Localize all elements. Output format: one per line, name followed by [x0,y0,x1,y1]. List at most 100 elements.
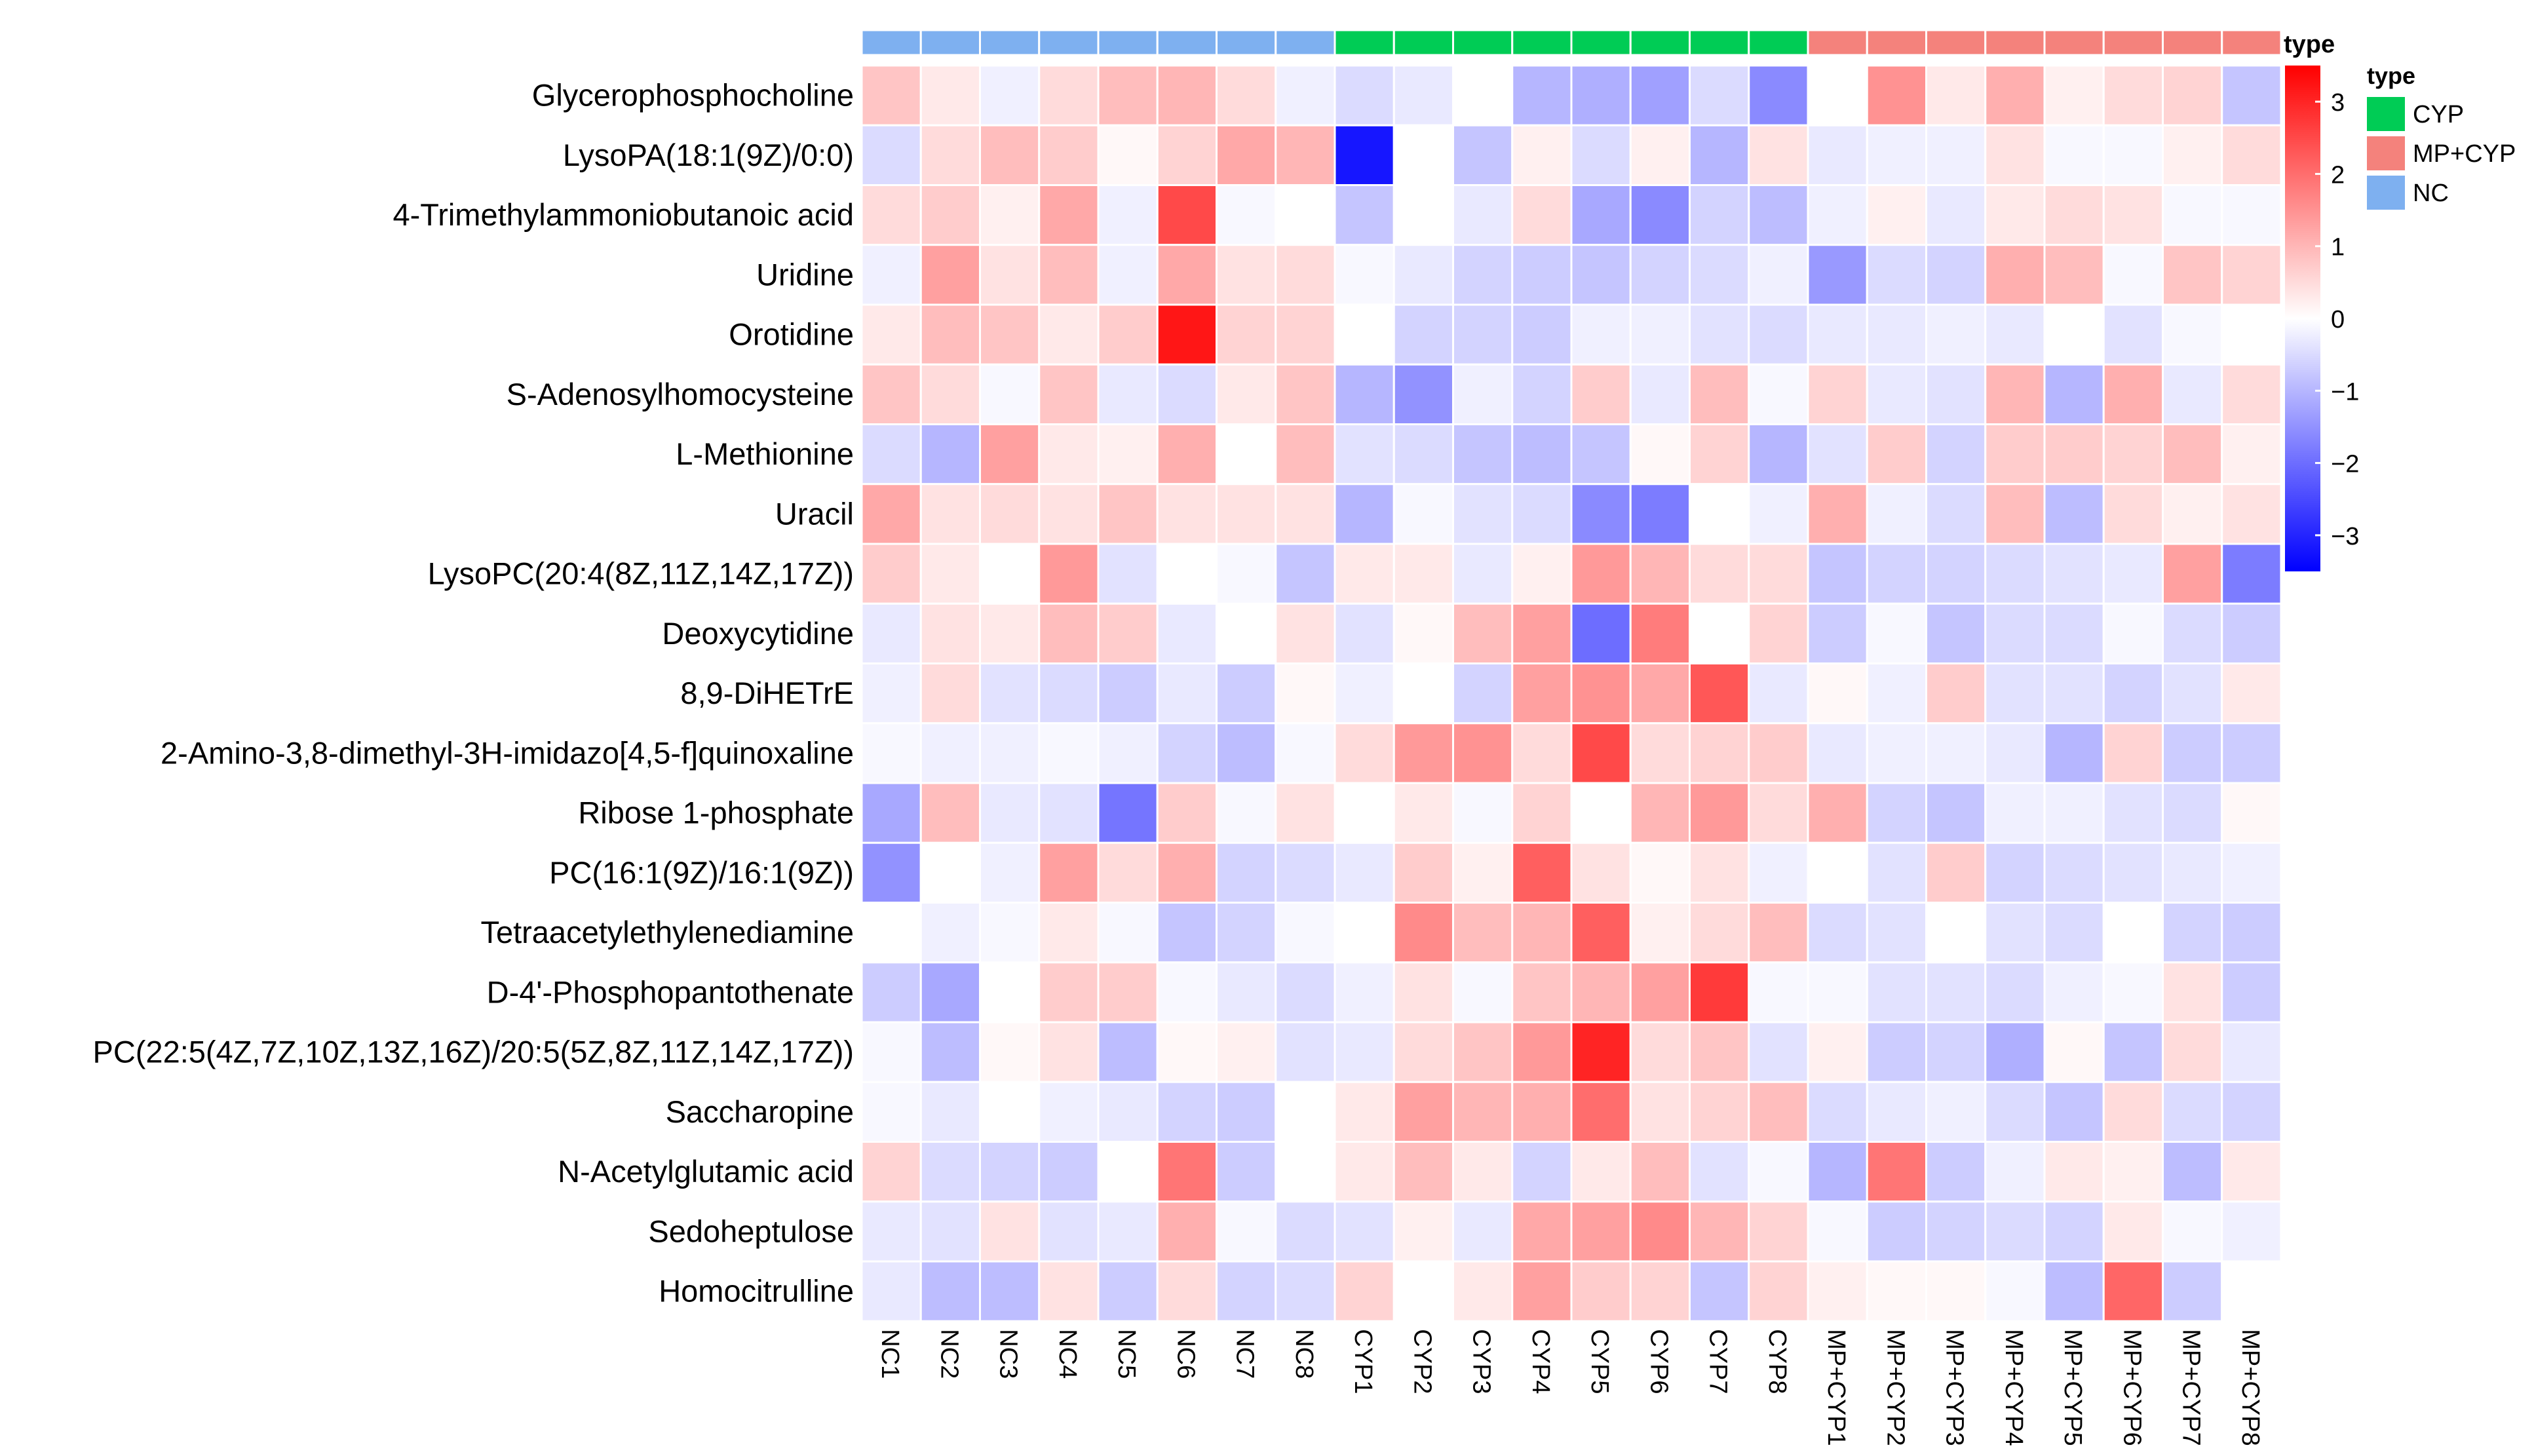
annotation-cell [1216,29,1277,56]
column-label: NC1 [876,1329,904,1379]
heatmap-cell [1807,1260,1868,1322]
heatmap-cell [2221,841,2282,904]
row-label: D-4'-Phosphopantothenate [487,974,854,1009]
heatmap-cell [1570,303,1632,366]
heatmap-cell [1866,1021,1927,1083]
heatmap-cell [1038,662,1100,725]
heatmap-cell [1216,184,1277,246]
heatmap-cell [2102,124,2164,186]
heatmap-cell [1748,363,1809,425]
heatmap-cell [1038,1021,1100,1083]
heatmap-cell [1275,184,1336,246]
heatmap-cell [1275,782,1336,844]
heatmap-cell [2162,423,2223,486]
heatmap-cell [1984,124,2046,186]
row-label: N-Acetylglutamic acid [558,1154,854,1189]
heatmap-cell [979,423,1041,486]
heatmap-cell [1156,64,1218,126]
heatmap-cell [1511,124,1573,186]
heatmap-cell [1807,64,1868,126]
annotation-cell [1038,29,1100,56]
heatmap-cell [1570,902,1632,964]
annotation-title: type [2284,31,2335,58]
heatmap-cell [979,1021,1041,1083]
heatmap-cell [1925,124,1987,186]
heatmap-cell [1038,124,1100,186]
heatmap-cell [1807,244,1868,306]
heatmap-cell [1807,363,1868,425]
annotation-cell [919,29,981,56]
heatmap-cell [1748,244,1809,306]
column-label: MP+CYP3 [1941,1329,1968,1446]
heatmap-cell [1984,782,2046,844]
heatmap-cell [1748,124,1809,186]
heatmap-cell [2221,64,2282,126]
heatmap-cell [1392,184,1454,246]
heatmap-cell [1866,961,1927,1024]
heatmap-cell [1807,1141,1868,1203]
heatmap-cell [1392,124,1454,186]
heatmap-cell [2102,662,2164,725]
heatmap-cell [2162,483,2223,545]
heatmap-cell [2162,1021,2223,1083]
heatmap-cell [919,782,981,844]
heatmap-cell [1629,184,1691,246]
heatmap-cell [1156,782,1218,844]
annotation-cell [2162,29,2223,56]
heatmap-cell [1925,1081,1987,1143]
heatmap-cell [1629,722,1691,784]
heatmap-cell [1038,64,1100,126]
heatmap-cell [1392,1260,1454,1322]
heatmap-cell [2102,782,2164,844]
heatmap-cell [1689,782,1750,844]
heatmap-cell [2162,543,2223,605]
heatmap-cell [2102,64,2164,126]
heatmap-cell [1570,124,1632,186]
heatmap-cell [2102,1141,2164,1203]
heatmap-cell [1689,483,1750,545]
annotation-cell [1984,29,2046,56]
heatmap-cell [1570,841,1632,904]
heatmap-cell [979,303,1041,366]
heatmap-cell [1452,303,1514,366]
heatmap-cell [919,1081,981,1143]
heatmap-cell [919,363,981,425]
heatmap-cell [1925,782,1987,844]
heatmap-cell [2043,124,2105,186]
heatmap-cell [1392,841,1454,904]
heatmap-cell [2221,543,2282,605]
heatmap-cell [979,1081,1041,1143]
heatmap-cell [1511,902,1573,964]
heatmap-cell [1038,1200,1100,1263]
annotation-cell [1334,29,1395,56]
heatmap-cell [1866,841,1927,904]
heatmap-cell [1156,543,1218,605]
heatmap-cell [919,244,981,306]
group-legend-label: MP+CYP [2413,140,2516,168]
heatmap-cell [919,722,981,784]
column-label: NC5 [1113,1329,1140,1379]
heatmap-cell [1452,1141,1514,1203]
annotation-cell [2221,29,2282,56]
heatmap-cell [2043,303,2105,366]
heatmap-cell [1038,363,1100,425]
heatmap-cell [1216,782,1277,844]
heatmap-cell [1156,184,1218,246]
heatmap-cell [1452,722,1514,784]
heatmap-cell [2221,244,2282,306]
heatmap-cell [1156,1081,1218,1143]
heatmap-cell [1748,782,1809,844]
annotation-cell [1748,29,1809,56]
heatmap-cell [1038,244,1100,306]
heatmap-cell [979,841,1041,904]
heatmap-cell [1275,64,1336,126]
heatmap-cell [1511,1021,1573,1083]
heatmap-cell [1038,602,1100,664]
heatmap-cell [1748,1021,1809,1083]
annotation-cell [1570,29,1632,56]
column-label: CYP5 [1586,1329,1613,1394]
heatmap-cell [1392,423,1454,486]
heatmap-cell [1748,722,1809,784]
heatmap-cell [2102,363,2164,425]
heatmap-cell [1452,363,1514,425]
